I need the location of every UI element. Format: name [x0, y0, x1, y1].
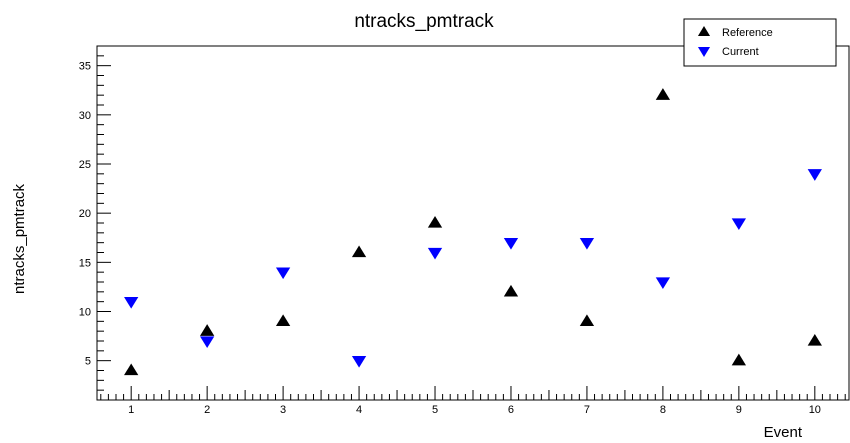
current-point [124, 296, 139, 309]
y-tick-label: 35 [79, 61, 91, 73]
current-point [427, 247, 443, 260]
x-tick-label: 9 [736, 404, 742, 416]
legend-box [683, 18, 837, 67]
reference-legend-marker [697, 26, 711, 36]
reference-point [655, 88, 671, 100]
current-point [731, 218, 747, 231]
reference-point [807, 333, 822, 346]
x-tick-label: 8 [660, 404, 666, 416]
reference-legend-label: Reference [722, 27, 773, 39]
reference-point [199, 324, 215, 336]
current-point [351, 355, 367, 368]
y-tick-label: 5 [85, 356, 91, 368]
data-points [124, 88, 822, 376]
x-tick-label: 4 [356, 404, 362, 416]
y-tick-label: 15 [79, 257, 91, 269]
y-tick-label: 20 [79, 208, 91, 220]
x-tick-label: 7 [584, 404, 590, 416]
reference-point [351, 245, 367, 258]
y-tick-label: 25 [79, 159, 91, 171]
x-axis: 1 2 3 4 5 6 7 8 9 10 [100, 386, 846, 416]
current-point [275, 267, 291, 280]
x-tick-label: 5 [432, 404, 438, 416]
y-axis: 5 10 15 20 25 30 35 [79, 45, 111, 401]
current-legend-marker [697, 47, 711, 57]
reference-point [124, 363, 139, 376]
reference-point [731, 353, 747, 366]
x-axis-label: Event [764, 424, 803, 441]
current-point [579, 237, 595, 250]
current-point [807, 169, 822, 181]
x-tick-label: 1 [128, 404, 134, 416]
reference-point [579, 314, 595, 327]
legend: Reference Current [683, 18, 837, 67]
x-tick-label: 10 [809, 404, 821, 416]
x-tick-label: 6 [508, 404, 514, 416]
reference-point [503, 284, 519, 297]
reference-point [275, 314, 291, 327]
current-legend-label: Current [722, 46, 759, 58]
y-tick-label: 30 [79, 110, 91, 122]
current-point [655, 277, 671, 290]
current-point [199, 336, 215, 349]
y-tick-label: 10 [79, 307, 91, 319]
x-tick-label: 2 [204, 404, 210, 416]
current-point [503, 237, 519, 250]
chart-title: ntracks_pmtrack [354, 11, 494, 32]
x-tick-label: 3 [280, 404, 286, 416]
reference-point [427, 215, 443, 228]
y-axis-label: ntracks_pmtrack [11, 183, 28, 294]
